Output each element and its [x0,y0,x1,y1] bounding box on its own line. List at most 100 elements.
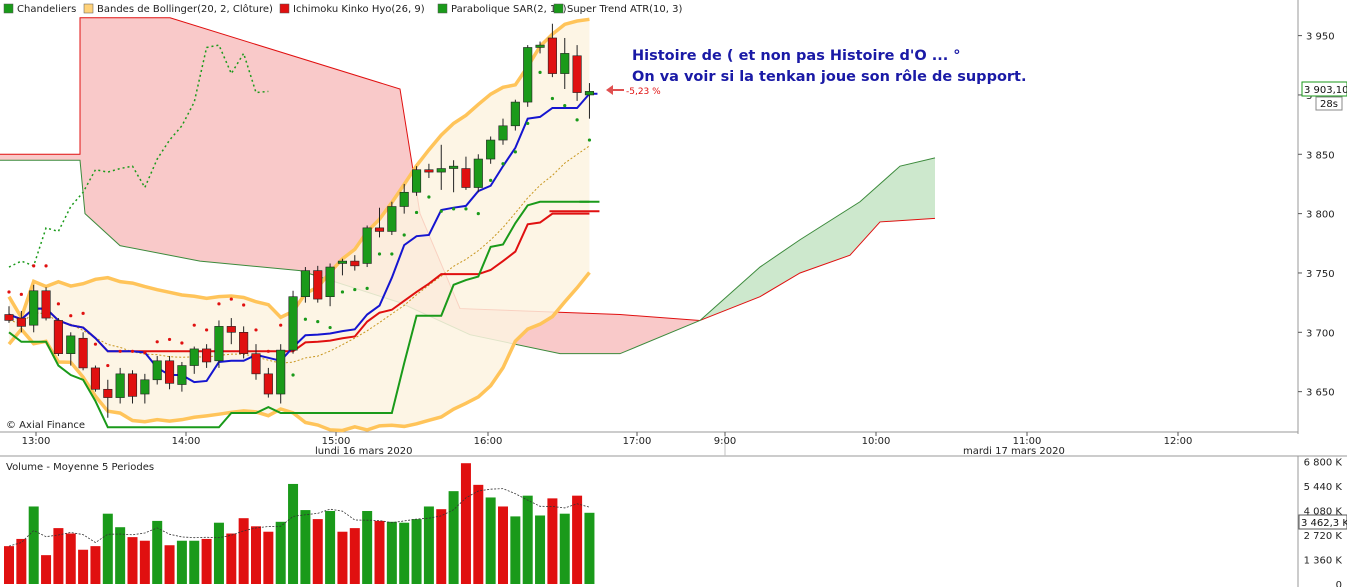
sar-dot [452,207,456,211]
volume-bar [572,495,583,584]
legend-label: Parabolique SAR(2, 10) [451,4,567,15]
date-label-day1: lundi 16 mars 2020 [315,446,412,457]
sar-dot [69,314,73,318]
sar-dot [427,195,431,199]
candle-body [53,320,63,354]
tenkan-sen [8,93,591,384]
sar-dot [377,252,382,256]
volume-bar [41,555,52,584]
volume-bar [176,540,187,584]
sar-dot [56,302,61,306]
time-tick-label: 16:00 [474,436,503,447]
candle-body [16,317,26,327]
candle-body [350,260,360,267]
sar-dot [143,350,147,355]
volume-bar [325,510,336,584]
price-tick-label: 3 700 [1306,328,1335,339]
sar-dot [353,287,357,292]
candle-body [498,125,508,141]
candle-body [436,168,446,173]
price-tick-label: 3 800 [1306,210,1335,221]
candle-body [486,139,496,160]
legend-label: Super Trend ATR(10, 3) [567,4,682,15]
price-tick-label: 3 950 [1306,32,1335,43]
volume-bar [386,521,397,584]
volume-bar [90,546,101,584]
candle-body [214,326,224,362]
volume-bar [28,506,39,584]
volume-bar [189,540,200,584]
price-tick-label: 3 750 [1306,269,1335,280]
candle-body [300,270,310,298]
legend-label: Ichimoku Kinko Hyo(26, 9) [293,4,425,15]
candle-body [399,191,409,207]
candle-body [127,373,138,397]
candle-body [263,373,273,395]
volume-bar [362,510,373,584]
sar-dot [414,210,419,215]
candle-body [572,55,582,93]
volume-bar [65,533,76,584]
annotation-line-2: On va voir si la tenkan joue son rôle de… [632,69,1027,85]
sar-dot [316,320,320,324]
volume-tick-label: 0 [1336,580,1342,587]
candle-body [337,260,348,264]
candle-body [424,169,434,173]
sar-dot [501,162,505,166]
sar-dot [254,328,258,332]
sar-dot [513,150,517,154]
sar-dot [402,233,406,237]
sar-dot [205,328,209,332]
volume-bar [584,512,595,584]
sar-dot [340,290,345,294]
sar-dot [476,212,480,216]
price-tick-label: 3 650 [1306,388,1335,399]
bollinger-middle [8,145,590,364]
time-tick-label: 17:00 [623,436,652,447]
volume-bar [473,484,484,584]
sar-dot [303,317,307,321]
volume-bar [535,515,546,584]
volume-bar [127,537,138,584]
legend-label: Chandeliers [17,4,76,15]
candle-body [152,360,162,381]
cloud-bearish [0,17,700,354]
sar-dot [587,138,592,142]
candle-body [374,227,385,232]
candle-body [535,44,545,48]
legend-swatch [553,3,564,14]
candle-body [510,101,520,127]
volume-bar [288,483,299,584]
candle-body [66,335,76,354]
candle-body [115,373,125,398]
volume-moving-average [8,488,590,547]
sar-dot [32,264,36,268]
sar-dot [44,264,48,268]
time-tick-label: 9:00 [714,436,736,447]
sar-dot [130,349,135,353]
sar-dot [217,302,221,306]
volume-axis: 0 1 360 K 2 720 K 4 080 K 5 440 K 6 800 K [1304,457,1343,587]
sar-dot [192,323,196,327]
candle-body [547,37,557,74]
candle-body [78,337,88,369]
volume-bar [559,513,570,584]
last-price-value: 3 903,10 [1304,85,1347,96]
volume-bar [460,463,471,584]
legend-swatch [279,3,290,14]
time-tick-label: 10:00 [862,436,891,447]
candle-body [189,348,199,366]
sar-dot [155,340,159,344]
volume-bar [399,522,410,584]
bollinger-lower [7,271,591,433]
volume-bar [53,528,64,584]
candle-body [202,348,212,363]
candle-body [362,227,372,264]
time-tick-label: 14:00 [172,436,201,447]
candle-body [251,353,261,375]
legend-swatch [437,3,448,14]
time-tick-label: 12:00 [1164,436,1193,447]
sar-dot [118,349,122,353]
